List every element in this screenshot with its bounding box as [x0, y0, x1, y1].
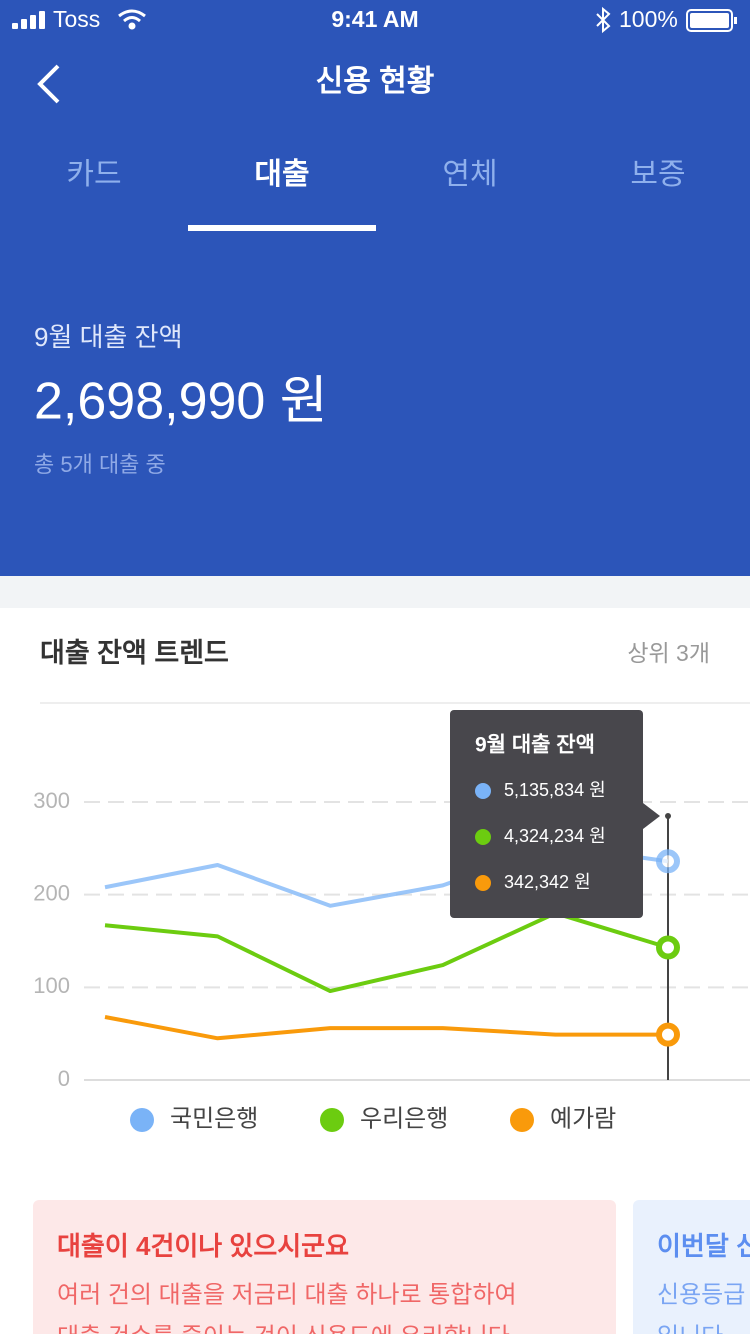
tooltip-value: 5,135,834 원: [504, 780, 606, 800]
card-text: 대출 건수를 줄이는 것이 신용도에 유리합니다: [57, 1323, 510, 1334]
bluetooth-icon: [596, 6, 611, 34]
series-line: [104, 1015, 668, 1041]
card-text: 여러 건의 대출을 저금리 대출 하나로 통합하여: [57, 1281, 517, 1308]
summary-note: 총 5개 대출 중: [34, 452, 166, 477]
clock: 9:41 AM: [331, 6, 418, 32]
back-button[interactable]: [37, 64, 60, 104]
series-line: [104, 911, 669, 994]
tooltip: 9월 대출 잔액 5,135,834 원 4,324,234 원 342,342 원: [450, 710, 660, 918]
y-tick-label: 0: [58, 1066, 70, 1091]
tooltip-title: 9월 대출 잔액: [475, 734, 595, 757]
legend-swatch: [130, 1108, 154, 1132]
y-tick-label: 300: [33, 788, 70, 813]
signal-icon: [12, 11, 45, 29]
legend-label[interactable]: 예가람: [550, 1105, 616, 1132]
section-title: 대출 잔액 트렌드: [40, 638, 229, 668]
legend-label[interactable]: 국민은행: [170, 1105, 258, 1132]
card[interactable]: [633, 1200, 750, 1334]
section-gap: [0, 576, 750, 608]
tooltip-value: 4,324,234 원: [504, 826, 606, 846]
header-background: [0, 0, 750, 576]
nav-title: 신용 현황: [316, 65, 435, 98]
carrier: Toss: [53, 6, 100, 32]
point-marker: [656, 935, 680, 960]
legend-label[interactable]: 우리은행: [360, 1105, 448, 1132]
tab[interactable]: 연체: [442, 158, 497, 191]
legend-swatch: [320, 1108, 344, 1132]
legend-swatch: [510, 1108, 534, 1132]
tooltip-arrow: [643, 803, 660, 829]
summary-amount: 2,698,990 원: [34, 373, 328, 431]
tab[interactable]: 카드: [66, 158, 121, 191]
tooltip-dot: [475, 783, 491, 799]
tab[interactable]: 보증: [630, 158, 685, 191]
card-text: 입니다: [657, 1323, 723, 1334]
card-title: 대출이 4건이나 있으시군요: [57, 1231, 349, 1261]
battery-icon: [686, 9, 737, 32]
battery-percent: 100%: [619, 6, 678, 32]
point-marker: [656, 849, 680, 874]
tooltip-value: 342,342 원: [504, 872, 591, 892]
y-tick-label: 200: [33, 880, 70, 905]
y-tick-label: 100: [33, 973, 70, 998]
card-text: 신용등급: [657, 1281, 745, 1308]
tooltip-dot: [475, 829, 491, 845]
summary-label: 9월 대출 잔액: [34, 322, 183, 352]
tooltip-box: [450, 710, 643, 918]
point-marker: [656, 1022, 680, 1047]
tab[interactable]: 대출: [254, 158, 309, 191]
wifi-icon: [118, 9, 146, 30]
tooltip-dot: [475, 875, 491, 891]
section-filter[interactable]: 상위 3개: [627, 640, 710, 666]
card[interactable]: [33, 1200, 616, 1334]
tab-indicator: [188, 225, 376, 231]
card-title: 이번달 신용: [657, 1231, 750, 1261]
cursor-dot: [665, 813, 671, 819]
